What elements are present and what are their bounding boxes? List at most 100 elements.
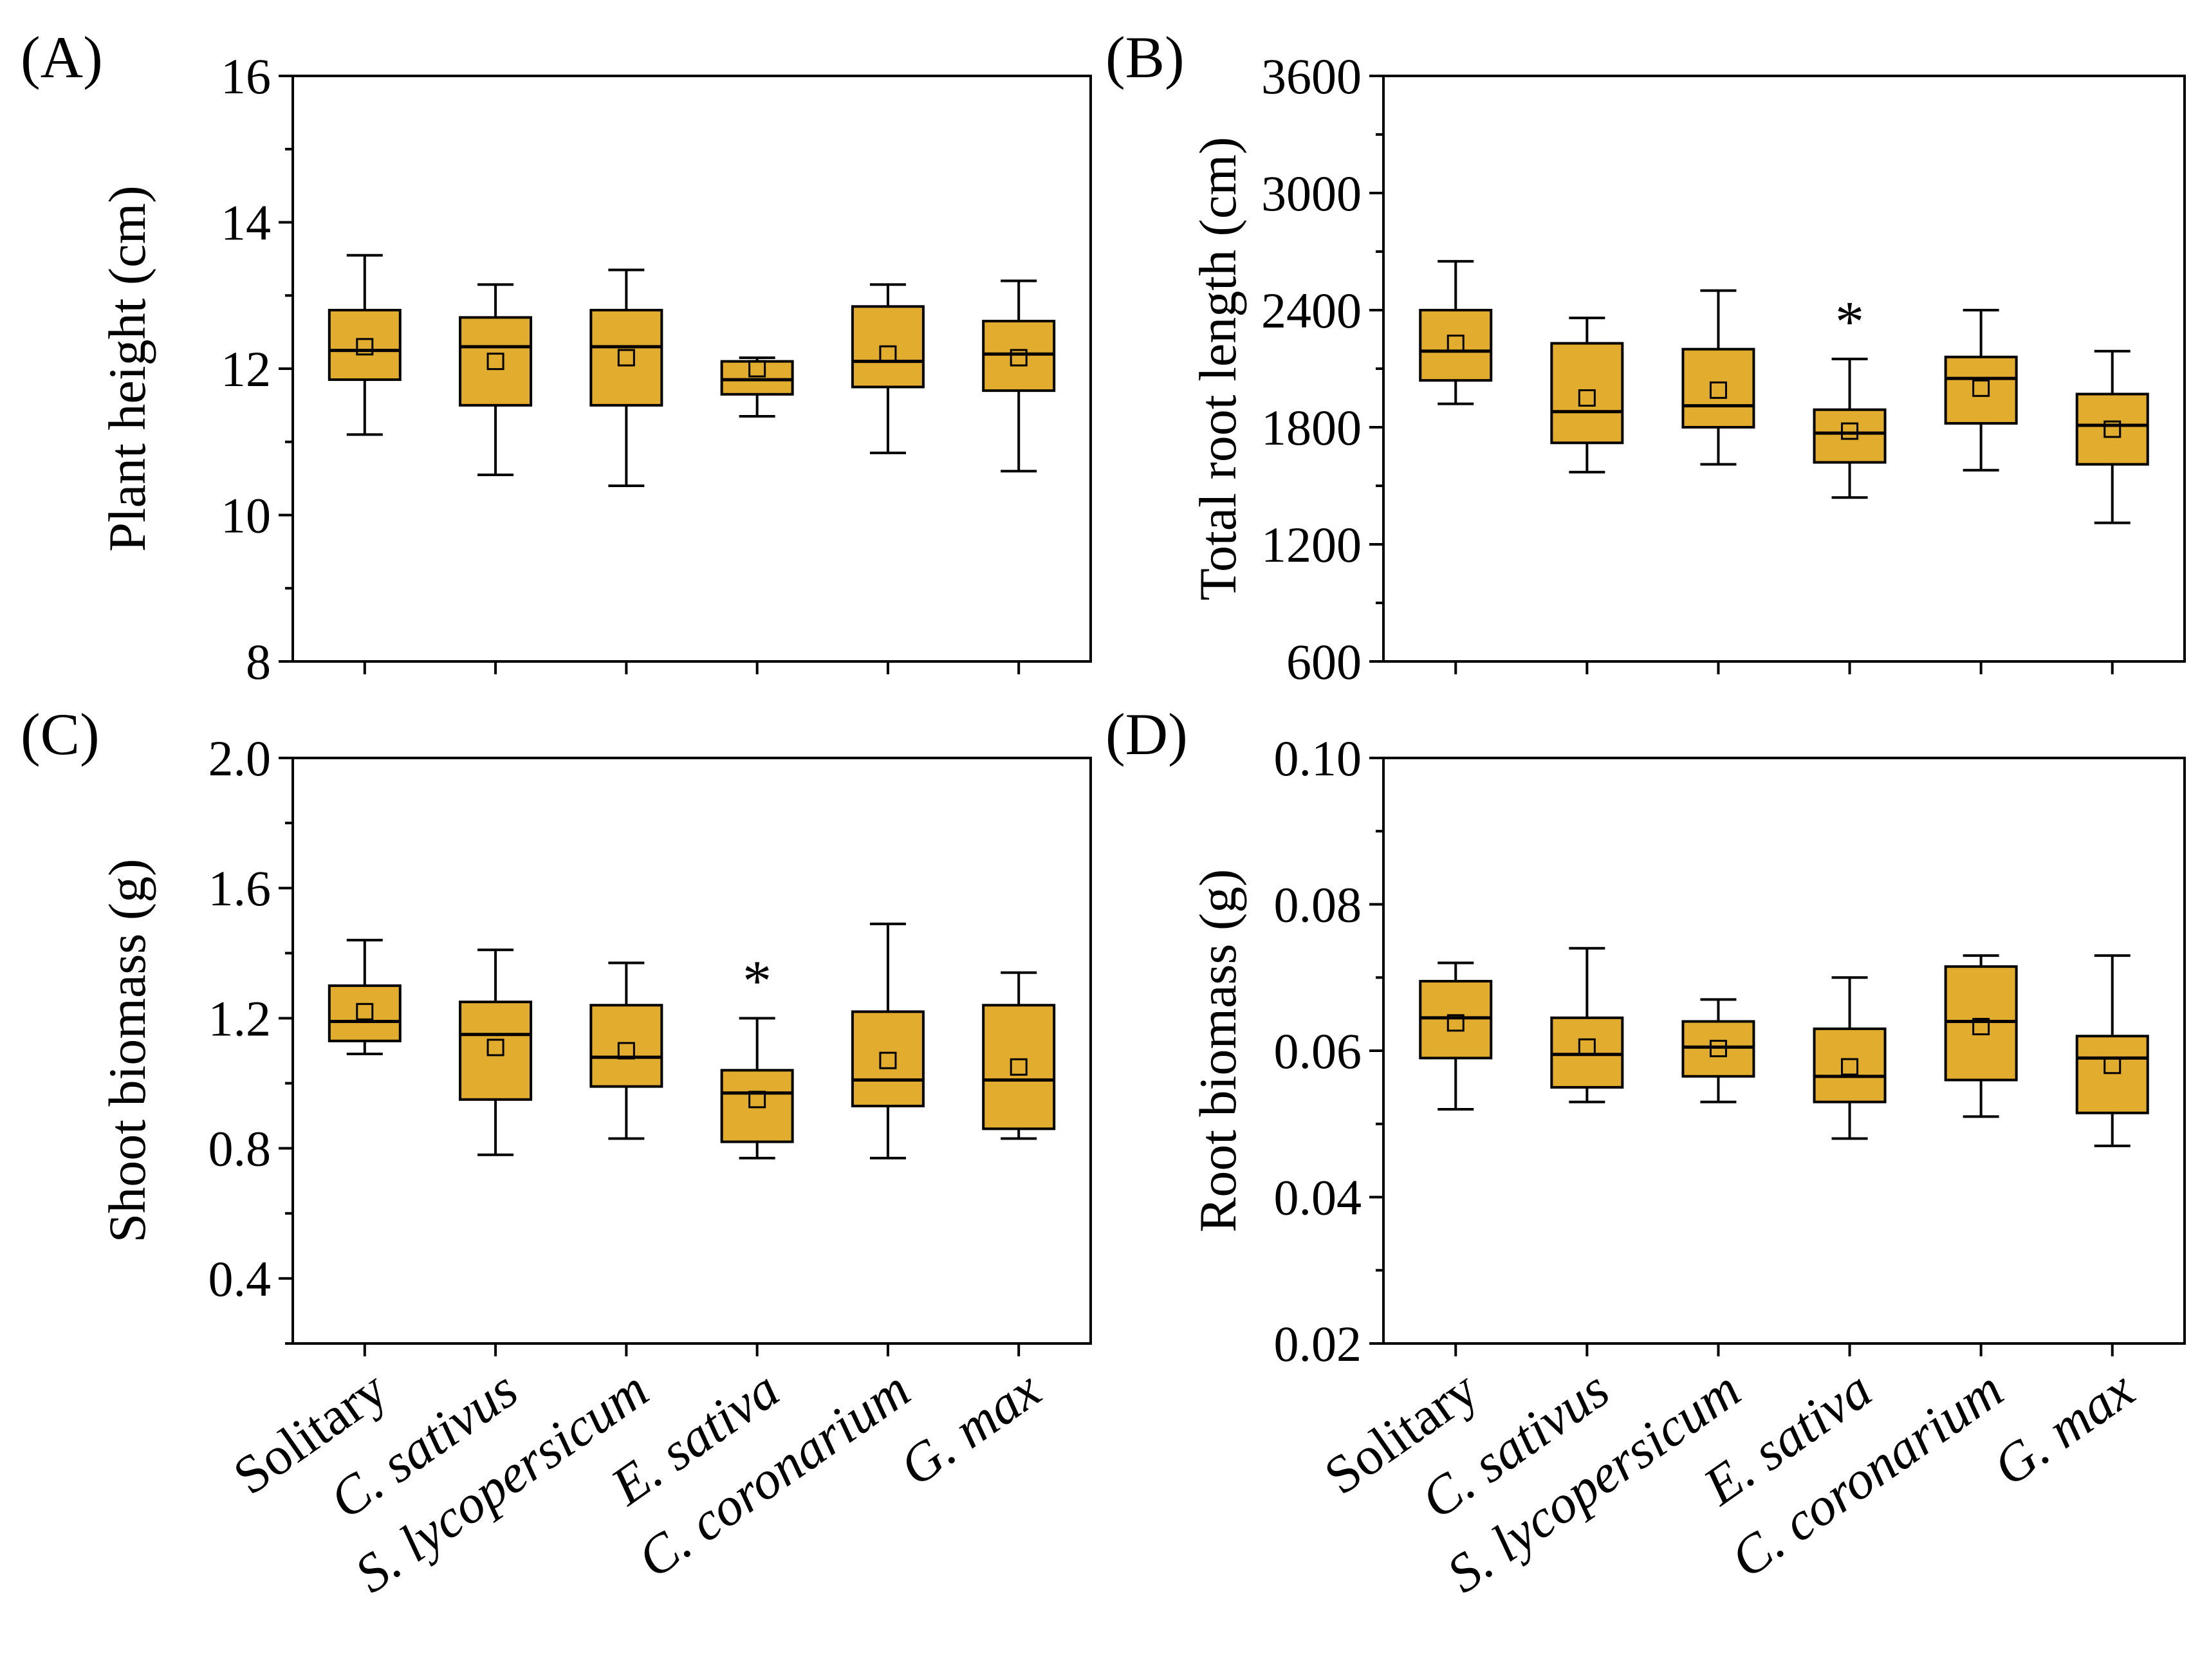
box-6 bbox=[982, 279, 1056, 473]
y-tick-label: 0.02 bbox=[1274, 1316, 1362, 1372]
iqr-box bbox=[2075, 1035, 2149, 1114]
mean-marker bbox=[1578, 389, 1596, 407]
mean-marker bbox=[1709, 1040, 1727, 1058]
mean-marker bbox=[1447, 1014, 1465, 1032]
iqr-box bbox=[589, 1004, 663, 1088]
y-axis-title: Plant height (cm) bbox=[98, 185, 156, 551]
y-tick-label: 10 bbox=[221, 488, 271, 544]
box-4 bbox=[720, 356, 794, 418]
iqr-box bbox=[1419, 309, 1493, 382]
iqr-box bbox=[1681, 1020, 1755, 1078]
mean-marker bbox=[486, 1038, 504, 1057]
panel-label: (A) bbox=[21, 24, 103, 90]
box-1 bbox=[1419, 260, 1493, 405]
mean-marker bbox=[1841, 422, 1859, 440]
box-4 bbox=[1813, 976, 1887, 1140]
y-tick-label: 3600 bbox=[1261, 48, 1362, 104]
mean-marker bbox=[879, 1051, 897, 1069]
significance-mark: * bbox=[743, 949, 772, 1013]
iqr-box bbox=[459, 1001, 533, 1101]
mean-marker bbox=[1010, 349, 1028, 367]
y-tick-label: 0.06 bbox=[1274, 1023, 1362, 1079]
iqr-box bbox=[1944, 965, 2018, 1082]
y-tick-label: 600 bbox=[1286, 634, 1362, 690]
box-6 bbox=[2075, 349, 2149, 524]
iqr-box bbox=[1944, 355, 2018, 425]
iqr-box bbox=[982, 1004, 1056, 1131]
box-2 bbox=[1550, 946, 1624, 1103]
y-tick-label: 2.0 bbox=[208, 730, 272, 786]
y-tick-label: 12 bbox=[221, 341, 271, 397]
y-tick-label: 0.4 bbox=[208, 1251, 272, 1307]
y-axis-title: Total root length (cm) bbox=[1188, 137, 1247, 601]
plot-frame bbox=[291, 757, 1092, 1345]
box-3 bbox=[1681, 289, 1755, 466]
mean-marker bbox=[1578, 1038, 1596, 1056]
plot-frame bbox=[291, 75, 1092, 663]
mean-marker bbox=[879, 345, 897, 363]
plot-frame bbox=[1382, 757, 2186, 1345]
box-6 bbox=[982, 971, 1056, 1140]
box-3 bbox=[589, 268, 663, 487]
y-tick-label: 0.08 bbox=[1274, 877, 1362, 933]
mean-marker bbox=[486, 353, 504, 371]
box-4: * bbox=[720, 949, 794, 1159]
box-2 bbox=[459, 283, 533, 476]
y-tick-label: 1.6 bbox=[208, 860, 272, 916]
iqr-box bbox=[328, 984, 402, 1042]
y-tick-label: 3000 bbox=[1261, 165, 1362, 221]
box-1 bbox=[328, 939, 402, 1056]
box-6 bbox=[2075, 954, 2149, 1147]
box-5 bbox=[851, 283, 925, 454]
y-tick-label: 16 bbox=[221, 48, 271, 104]
y-tick-label: 1.2 bbox=[208, 990, 272, 1046]
mean-marker bbox=[1447, 335, 1465, 353]
mean-marker bbox=[1841, 1058, 1859, 1076]
y-axis-title: Shoot biomass (g) bbox=[98, 859, 156, 1243]
iqr-box bbox=[1681, 347, 1755, 429]
iqr-box bbox=[1419, 979, 1493, 1060]
x-category-label: G. max bbox=[1983, 1359, 2145, 1497]
box-2 bbox=[1550, 317, 1624, 474]
box-3 bbox=[589, 961, 663, 1140]
box-3 bbox=[1681, 998, 1755, 1103]
y-tick-label: 8 bbox=[246, 634, 271, 690]
iqr-box bbox=[1550, 342, 1624, 445]
mean-marker bbox=[748, 1091, 766, 1109]
iqr-box bbox=[2075, 392, 2149, 466]
box-5 bbox=[1944, 954, 2018, 1118]
mean-marker bbox=[1010, 1058, 1028, 1076]
mean-marker bbox=[2103, 1057, 2121, 1075]
iqr-box bbox=[720, 1069, 794, 1143]
mean-marker bbox=[748, 360, 766, 378]
panel-label: (B) bbox=[1105, 24, 1185, 90]
box-4: * bbox=[1813, 290, 1887, 499]
y-tick-label: 0.10 bbox=[1274, 730, 1362, 786]
y-tick-label: 14 bbox=[221, 195, 271, 251]
iqr-box bbox=[720, 360, 794, 396]
mean-marker bbox=[356, 1002, 374, 1020]
iqr-box bbox=[328, 309, 402, 382]
mean-marker bbox=[1972, 1017, 1990, 1035]
iqr-box bbox=[1550, 1016, 1624, 1089]
mean-marker bbox=[356, 338, 374, 356]
iqr-box bbox=[459, 316, 533, 407]
iqr-box bbox=[1813, 408, 1887, 464]
iqr-box bbox=[589, 309, 663, 407]
mean-marker bbox=[617, 1042, 635, 1060]
plot-frame bbox=[1382, 75, 2186, 663]
box-1 bbox=[1419, 961, 1493, 1111]
y-tick-label: 1200 bbox=[1261, 517, 1362, 573]
box-2 bbox=[459, 948, 533, 1156]
box-5 bbox=[851, 922, 925, 1159]
panel-a: (A) 8 10 12 14 16 Plant height (cm) bbox=[21, 24, 1092, 690]
significance-mark: * bbox=[1835, 290, 1864, 354]
mean-marker bbox=[2103, 420, 2121, 438]
panel-label: (D) bbox=[1105, 701, 1188, 767]
panel-label: (C) bbox=[21, 701, 100, 767]
y-tick-label: 0.8 bbox=[208, 1121, 272, 1177]
mean-marker bbox=[1972, 379, 1990, 397]
